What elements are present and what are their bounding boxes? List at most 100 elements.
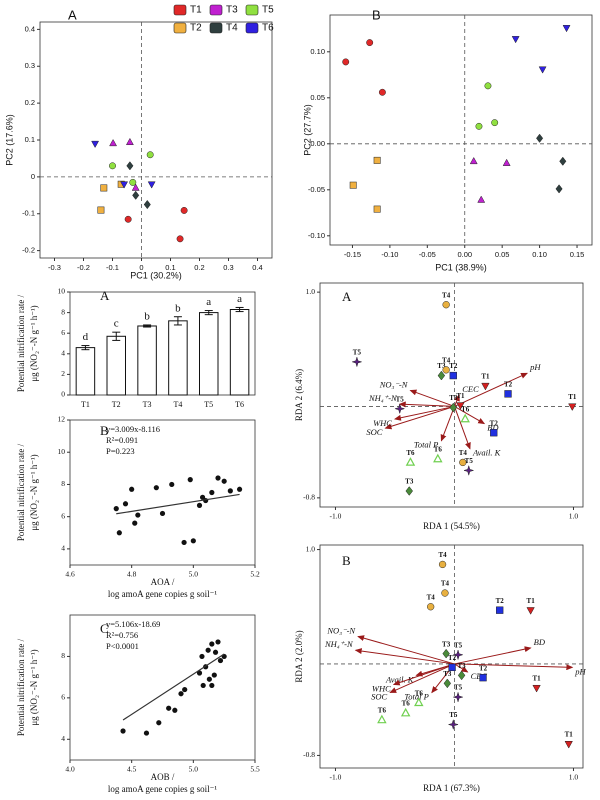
point <box>126 161 134 171</box>
point <box>113 506 119 512</box>
x-tick-label: -0.2 <box>77 263 90 272</box>
y-axis-label: RDA 2 (6.4%) <box>294 369 304 421</box>
point <box>215 475 221 481</box>
bar <box>229 309 250 396</box>
panel-label: A <box>68 7 77 22</box>
x-tick-label: T4 <box>173 400 182 409</box>
x-tick-label: 5.0 <box>189 570 199 579</box>
point <box>437 370 446 381</box>
point <box>442 301 450 309</box>
point <box>132 520 138 526</box>
point <box>172 707 178 713</box>
point <box>169 481 175 488</box>
point <box>448 663 456 672</box>
point-label: T1 <box>533 675 542 683</box>
point <box>143 730 150 736</box>
x-axis-label: PC1 (30.2%) <box>130 270 182 280</box>
vector-label: BD <box>534 637 546 647</box>
fit-line <box>122 653 225 721</box>
point-label: T6 <box>402 700 411 708</box>
x-tick-label: 1.0 <box>569 773 579 782</box>
y-tick-label: 1.0 <box>306 287 316 296</box>
equation: y=5.106x-18.69 <box>106 619 160 629</box>
point <box>511 36 520 44</box>
vector-arrow <box>454 646 532 665</box>
vector-label: NO₃⁻-N <box>379 379 409 389</box>
vector-arrow <box>454 663 574 671</box>
point <box>438 560 447 569</box>
point <box>481 382 490 391</box>
point <box>120 181 129 189</box>
legend-label: T1 <box>190 5 202 16</box>
plot-frame <box>69 614 256 761</box>
point-label: T5 <box>449 711 458 719</box>
point <box>449 371 457 380</box>
x-tick-label: 0.1 <box>165 263 175 272</box>
vector-arrow <box>454 405 486 425</box>
point <box>129 486 135 492</box>
y-tick-label: 8 <box>61 307 65 316</box>
point <box>215 639 221 645</box>
point <box>205 647 211 653</box>
y-tick-label: -0.1 <box>22 209 35 218</box>
point <box>227 488 233 494</box>
point <box>469 156 478 165</box>
legend-label: T2 <box>190 23 202 34</box>
bar <box>106 335 126 396</box>
vector-arrow <box>409 389 455 407</box>
x-tick-label: 0.15 <box>570 250 585 259</box>
x-tick-label: 0.3 <box>223 263 233 272</box>
point <box>449 402 458 413</box>
y-axis-label: Potential nitrification rate / <box>16 638 26 736</box>
equation: P=0.223 <box>106 446 135 456</box>
point <box>351 356 363 368</box>
vector-label: Total P <box>404 691 429 701</box>
x-axis-label: RDA 1 (54.5%) <box>423 521 480 531</box>
point <box>536 133 544 143</box>
point-label: T4 <box>441 580 450 588</box>
point-label: T3 <box>443 670 452 678</box>
bar <box>168 320 188 396</box>
vector-arrow <box>354 648 455 665</box>
point <box>373 156 381 164</box>
point-label: T3 <box>442 640 451 648</box>
y-tick-label: 6 <box>61 328 65 337</box>
point <box>484 82 492 90</box>
vector-label: Total P <box>414 440 439 450</box>
point-label: T2 <box>504 380 513 388</box>
point-label: T5 <box>396 395 405 403</box>
y-tick-label: 4 <box>61 349 65 358</box>
point <box>459 458 467 467</box>
point <box>131 183 140 191</box>
y-tick-label: -0.05 <box>308 185 325 194</box>
x-tick-label: -0.05 <box>419 250 436 259</box>
y-axis-label: μg (NO₂⁻-N g⁻¹ h⁻¹) <box>29 454 39 530</box>
y-tick-label: 6 <box>61 693 65 702</box>
y-tick-label: 0.1 <box>25 135 35 144</box>
point <box>122 501 129 507</box>
point <box>199 653 205 660</box>
point-label: T1 <box>456 392 465 400</box>
plot-frame <box>329 14 593 246</box>
equation: R²=0.756 <box>106 630 138 640</box>
y-tick-label: 4 <box>61 544 65 553</box>
panel-label: C <box>100 621 109 636</box>
point-label: T3 <box>458 662 467 670</box>
vector-arrow <box>398 401 455 408</box>
point <box>125 137 134 146</box>
y-axis-label: PC2 (27.7%) <box>302 104 312 156</box>
y-axis-label: Potential nitrification rate / <box>16 294 26 392</box>
y-tick-label: 4 <box>61 734 65 743</box>
point <box>166 705 172 711</box>
point-label: T3 <box>405 478 414 486</box>
point-label: T4 <box>427 593 436 601</box>
panel-label: B <box>100 423 109 438</box>
plot-frame <box>39 21 273 259</box>
significance-letter: c <box>114 318 119 330</box>
y-tick-label: 2 <box>61 369 65 378</box>
legend-swatch <box>209 22 223 34</box>
y-tick-label: 8 <box>61 479 65 488</box>
vector-label: WHC <box>373 418 392 428</box>
point <box>146 151 154 159</box>
y-axis-label: μg (NO₂⁻-N g⁻¹ h⁻¹) <box>29 305 39 381</box>
